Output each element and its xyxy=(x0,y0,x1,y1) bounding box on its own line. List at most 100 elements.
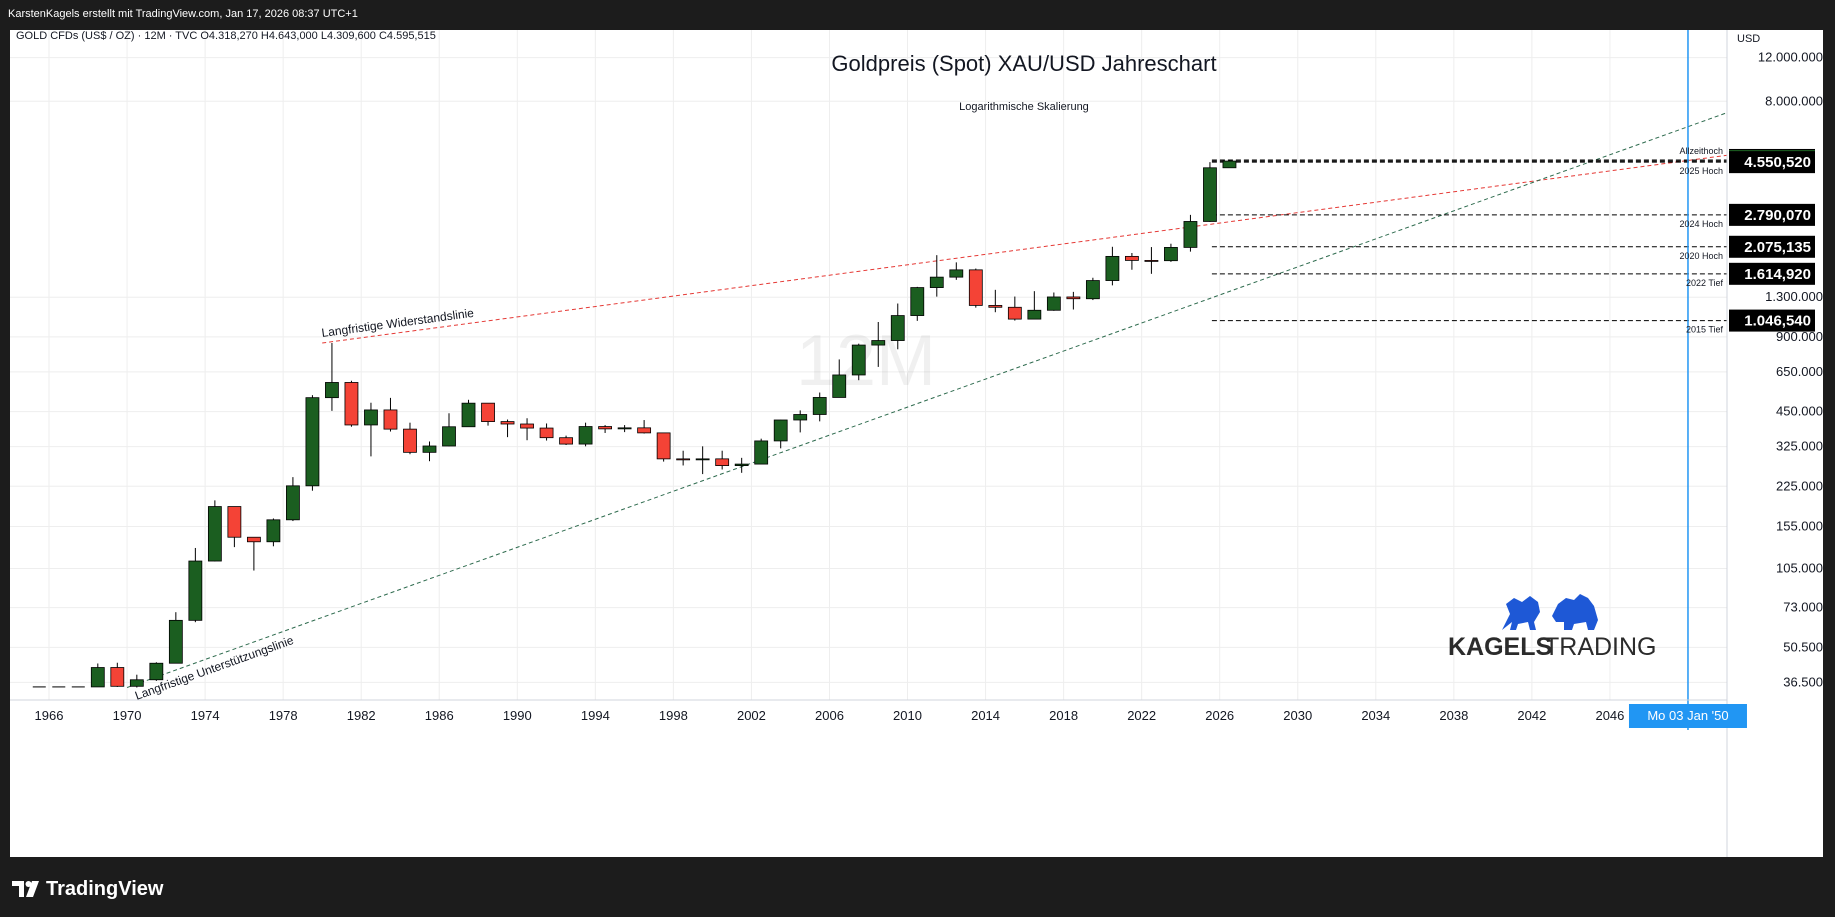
time-tick-label: 1994 xyxy=(581,708,610,723)
time-tick-label: 2034 xyxy=(1361,708,1390,723)
logo-word-trading: TRADING xyxy=(1544,633,1657,661)
candle-body xyxy=(851,344,866,376)
candle xyxy=(871,321,886,367)
candle-body xyxy=(910,287,925,316)
candle-body xyxy=(968,269,983,306)
candle-body xyxy=(793,414,808,421)
candle xyxy=(890,303,905,350)
symbol-line[interactable]: GOLD CFDs (US$ / OZ) · 12M · TVC O4.318,… xyxy=(16,30,436,42)
chart-frame[interactable]: 12M GOLD CFDs (US$ / OZ) · 12M · TVC O4.… xyxy=(10,30,1823,857)
candle-body xyxy=(695,458,710,461)
candle-body xyxy=(344,382,359,426)
candle xyxy=(1007,296,1022,321)
candle-body xyxy=(949,269,964,278)
candle-body xyxy=(266,519,281,543)
candle-body xyxy=(1164,247,1178,262)
candle xyxy=(812,392,827,422)
candle xyxy=(559,435,573,446)
time-tick-label: 2042 xyxy=(1517,708,1546,723)
candle xyxy=(754,438,769,465)
candle xyxy=(695,446,710,475)
candle xyxy=(1125,252,1139,270)
chart-subtitle: Logarithmische Skalierung xyxy=(959,101,1089,113)
candle xyxy=(832,359,847,398)
price-badge: 4.550,520 2025 Hoch xyxy=(1679,151,1815,176)
candle xyxy=(851,343,866,381)
price-badge: 1.046,540 2015 Tief xyxy=(1686,309,1815,335)
candle-body xyxy=(773,419,788,442)
price-tick-label: 12.000.000 xyxy=(1758,50,1823,65)
support-trendline xyxy=(126,112,1728,689)
candle xyxy=(1144,247,1159,274)
candle xyxy=(461,399,476,428)
price-badge-label: 1.046,540 xyxy=(1744,313,1811,330)
candle xyxy=(1066,291,1081,310)
candle xyxy=(227,506,242,548)
currency-label: USD xyxy=(1737,33,1760,45)
time-tick-label: 2022 xyxy=(1127,708,1156,723)
candle-body xyxy=(442,426,456,447)
time-tick-label: 2030 xyxy=(1283,708,1312,723)
price-tick-label: 1.300.000 xyxy=(1765,289,1823,304)
time-tick-label: 2026 xyxy=(1205,708,1234,723)
trendlines xyxy=(126,112,1728,689)
candle xyxy=(578,422,593,447)
candle-body xyxy=(188,560,203,621)
candle-body xyxy=(1183,221,1198,248)
candle-body xyxy=(1007,306,1022,320)
candle xyxy=(1046,292,1061,311)
price-badge-bg xyxy=(1729,235,1815,258)
candle-body xyxy=(734,463,749,466)
price-badge-label: 2.790,070 xyxy=(1744,207,1811,224)
candle xyxy=(773,419,788,449)
candle xyxy=(1203,162,1217,222)
time-tick-label: 1986 xyxy=(425,708,454,723)
candle-body xyxy=(812,397,827,415)
candle-body xyxy=(1144,260,1159,262)
price-badge-label: 4.550,520 xyxy=(1744,154,1811,171)
time-axis[interactable]: 1966 1970 1974 1978 1982 1986 1990 1994 1998 2002… xyxy=(35,708,1625,723)
candle-body xyxy=(110,667,125,687)
candle-body xyxy=(559,437,573,445)
time-tick-label: 1966 xyxy=(35,708,64,723)
candle-body xyxy=(656,432,671,460)
resistance-trendline xyxy=(322,154,1728,344)
attribution-bar: KarstenKagels erstellt mit TradingView.c… xyxy=(0,0,1835,30)
time-tick-label: 1978 xyxy=(269,708,298,723)
attribution-text: KarstenKagels erstellt mit TradingView.c… xyxy=(8,8,358,20)
candle-body xyxy=(520,423,534,429)
price-tick-label: 650.000 xyxy=(1776,364,1823,379)
level-note: Allzeithoch xyxy=(1679,146,1723,156)
candle-body xyxy=(1027,309,1042,320)
candle xyxy=(500,419,515,438)
candle xyxy=(988,289,1003,313)
candle-body xyxy=(598,426,612,430)
candle xyxy=(110,662,125,687)
bear-icon xyxy=(1552,594,1598,630)
level-note: 2015 Tief xyxy=(1686,325,1724,335)
candle xyxy=(305,395,320,491)
brand-logo: KAGELS TRADING xyxy=(1448,594,1657,661)
candle-body xyxy=(1085,280,1100,300)
candle-body xyxy=(832,374,847,398)
price-axis[interactable]: 12.000.000 8.000.000 1.300.000 900.000 650.0… xyxy=(1758,50,1823,690)
price-tick-label: 73.000 xyxy=(1783,600,1823,615)
candle xyxy=(266,518,281,547)
candle-body xyxy=(129,679,144,687)
candle-body xyxy=(1125,255,1139,261)
candle-body xyxy=(325,382,339,399)
candle-body xyxy=(500,421,515,425)
time-tick-label: 1974 xyxy=(191,708,220,723)
candle-body xyxy=(305,397,320,487)
tradingview-logo[interactable]: TradingView xyxy=(12,874,163,904)
candle-body xyxy=(1105,255,1120,281)
crosshair-time-badge: Mo 03 Jan '50 xyxy=(1628,704,1747,728)
level-note: 2024 Hoch xyxy=(1679,219,1723,229)
chart-canvas[interactable]: 12M GOLD CFDs (US$ / OZ) · 12M · TVC O4.… xyxy=(10,30,1823,857)
price-tick-label: 155.000 xyxy=(1776,518,1823,533)
candle-body xyxy=(715,458,730,466)
candle-body xyxy=(890,315,905,341)
price-tick-label: 50.500 xyxy=(1783,639,1823,654)
candle-body xyxy=(754,440,769,465)
candle-body xyxy=(481,402,495,422)
